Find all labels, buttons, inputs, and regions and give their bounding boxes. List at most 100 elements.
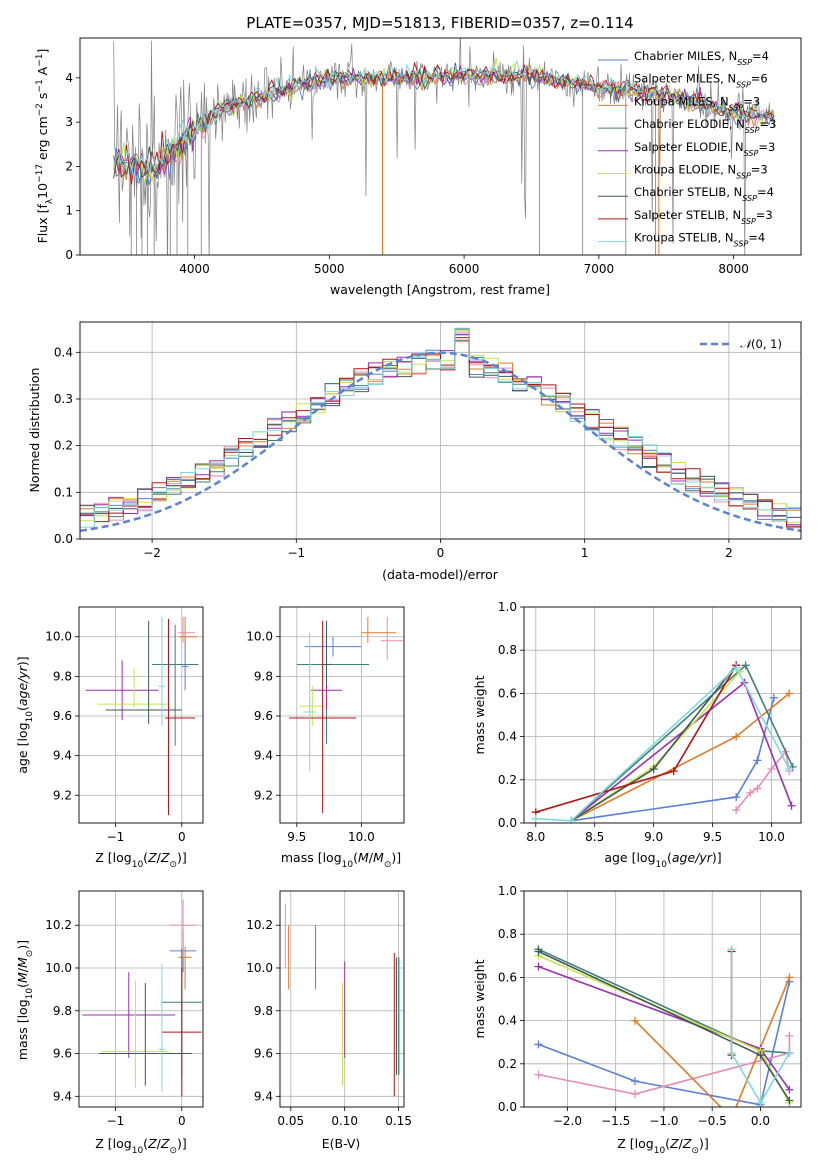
x-axis-label: (data-model)/error bbox=[382, 567, 499, 582]
y-tick-label: 0.4 bbox=[498, 730, 517, 744]
weight-marker-3 bbox=[741, 661, 750, 670]
weight-marker-6 bbox=[756, 1051, 765, 1060]
weight-marker-4 bbox=[787, 801, 796, 810]
weight-series-8 bbox=[535, 666, 790, 822]
x-tick-label: −1.0 bbox=[649, 1114, 678, 1128]
x-tick-label: 9.0 bbox=[644, 830, 663, 844]
weight-marker-1 bbox=[753, 784, 762, 793]
plot-area-weight_vs_z bbox=[524, 891, 801, 1107]
x-tick-label: 5000 bbox=[314, 262, 345, 276]
axes-frame bbox=[79, 321, 802, 540]
y-tick-label: 1 bbox=[65, 204, 73, 218]
weight-marker-2 bbox=[785, 689, 794, 698]
y-tick-label: 9.4 bbox=[53, 749, 72, 763]
weight-marker-8 bbox=[785, 1049, 794, 1057]
x-tick-label: 7000 bbox=[584, 262, 615, 276]
y-tick-label: 0.0 bbox=[498, 816, 517, 830]
x-tick-label: 2 bbox=[725, 546, 733, 560]
x-axis-label: Z [log10(Z/Z⊙)] bbox=[95, 1136, 187, 1156]
y-tick-label: 0.8 bbox=[498, 927, 517, 941]
x-tick-label: −0.5 bbox=[698, 1114, 727, 1128]
x-axis-label: wavelength [Angstrom, rest frame] bbox=[330, 282, 550, 297]
x-tick-label: 0.0 bbox=[751, 1114, 770, 1128]
y-tick-label: 0.2 bbox=[498, 773, 517, 787]
y-tick-label: 4 bbox=[65, 71, 73, 85]
plot-area-residuals bbox=[80, 322, 801, 539]
x-tick-label: −2.0 bbox=[553, 1114, 582, 1128]
x-tick-label: −1 bbox=[287, 546, 305, 560]
y-tick-label: 9.6 bbox=[53, 709, 72, 723]
x-tick-label: 0 bbox=[437, 546, 445, 560]
axes-age_vs_z: −1 0 9.2 9.4 9.6 9.8 10.0 Z [log10(Z/Z⊙)] age [l… bbox=[15, 606, 204, 870]
y-tick-label: 10.0 bbox=[45, 630, 72, 644]
weight-marker-1 bbox=[732, 806, 741, 815]
weight-marker-0 bbox=[732, 793, 741, 802]
y-tick-label: 2 bbox=[65, 159, 73, 173]
x-tick-label: 4000 bbox=[179, 262, 210, 276]
axes-frame bbox=[79, 37, 802, 256]
axes-frame bbox=[523, 890, 802, 1108]
y-axis-label: Normed distribution bbox=[27, 368, 42, 493]
y-tick-label: 0.6 bbox=[498, 686, 517, 700]
x-tick-label: 6000 bbox=[449, 262, 480, 276]
x-axis-label: age [log10(age/yr)] bbox=[604, 850, 721, 870]
y-tick-label: 9.6 bbox=[53, 1047, 72, 1061]
plot-area-age_vs_mass bbox=[280, 607, 404, 823]
plot-area-weight_vs_age bbox=[524, 607, 801, 823]
weight-marker-1 bbox=[785, 1031, 794, 1040]
weight-marker-0 bbox=[630, 1077, 639, 1086]
y-tick-label: 9.6 bbox=[254, 709, 273, 723]
y-tick-label: 0.6 bbox=[498, 970, 517, 984]
x-tick-label: 0.05 bbox=[277, 1114, 304, 1128]
x-tick-label: 0.10 bbox=[331, 1114, 358, 1128]
y-tick-label: 10.2 bbox=[246, 918, 273, 932]
weight-series-0 bbox=[538, 981, 791, 1106]
x-tick-label: −1 bbox=[107, 1114, 125, 1128]
ticks-age_vs_mass: 9.5 10.0 9.2 9.4 9.6 9.8 10.0 bbox=[246, 630, 374, 844]
legend-label-3: Chabrier ELODIE, NSSP=3 bbox=[634, 117, 776, 135]
legend-label-5: Kroupa ELODIE, NSSP=3 bbox=[634, 163, 768, 181]
axes-frame bbox=[523, 606, 802, 824]
axes-mass_vs_ebv: 0.05 0.10 0.15 9.4 9.6 9.8 10.0 10.2 E(B-V) bbox=[246, 890, 412, 1151]
legend-label-6: Chabrier STELIB, NSSP=4 bbox=[634, 185, 774, 203]
x-tick-label: 8.5 bbox=[585, 830, 604, 844]
weight-series-3 bbox=[570, 663, 794, 822]
y-axis-label: mass weight bbox=[472, 959, 487, 1038]
weight-marker-1 bbox=[767, 765, 776, 773]
weight-marker-6 bbox=[649, 765, 658, 773]
x-tick-label: −1.5 bbox=[601, 1114, 630, 1128]
model-line-8 bbox=[113, 60, 775, 179]
weight-marker-8 bbox=[727, 1049, 736, 1057]
weight-series-0 bbox=[570, 697, 775, 822]
ticks-weight_vs_age: 8.0 8.5 9.0 9.5 10.0 0.0 0.2 0.4 0.6 0.8 1.0 bbox=[498, 600, 785, 844]
weight-series-1 bbox=[538, 1035, 791, 1095]
y-tick-label: 9.2 bbox=[53, 788, 72, 802]
weight-series-2 bbox=[634, 977, 791, 1107]
weight-marker-8 bbox=[531, 814, 540, 823]
legend-label-0: Chabrier MILES, NSSP=4 bbox=[634, 49, 769, 67]
legend-label-4: Salpeter ELODIE, NSSP=3 bbox=[634, 140, 775, 158]
x-axis-label: Z [log10(Z/Z⊙)] bbox=[95, 850, 187, 870]
y-tick-label: 0.2 bbox=[498, 1057, 517, 1071]
spectrum-legend: Chabrier MILES, NSSP=4 Salpeter MILES, NS… bbox=[598, 49, 776, 248]
weight-marker-1 bbox=[630, 1090, 639, 1099]
ticks-mass_vs_ebv: 0.05 0.10 0.15 9.4 9.6 9.8 10.0 10.2 bbox=[246, 918, 412, 1128]
axes-frame bbox=[78, 606, 204, 824]
legend-label-7: Salpeter STELIB, NSSP=3 bbox=[634, 208, 773, 226]
model-line-4 bbox=[113, 65, 775, 178]
model-line-1 bbox=[113, 67, 775, 186]
legend-label-gaussian: 𝒩(0, 1) bbox=[740, 337, 782, 351]
gaussian-curve bbox=[80, 351, 801, 533]
y-axis-label: mass [log10(M/M⊙)] bbox=[15, 940, 35, 1060]
x-tick-label: 10.0 bbox=[348, 830, 375, 844]
x-tick-label: −1 bbox=[107, 830, 125, 844]
y-tick-label: 0.4 bbox=[498, 1014, 517, 1028]
y-tick-label: 9.8 bbox=[254, 669, 273, 683]
x-tick-label: 0.15 bbox=[385, 1114, 412, 1128]
weight-marker-7 bbox=[669, 767, 678, 776]
x-tick-label: 9.5 bbox=[287, 830, 306, 844]
x-tick-label: 8.0 bbox=[526, 830, 545, 844]
plot-area-age_vs_z bbox=[79, 607, 203, 823]
axes-frame bbox=[279, 606, 405, 824]
